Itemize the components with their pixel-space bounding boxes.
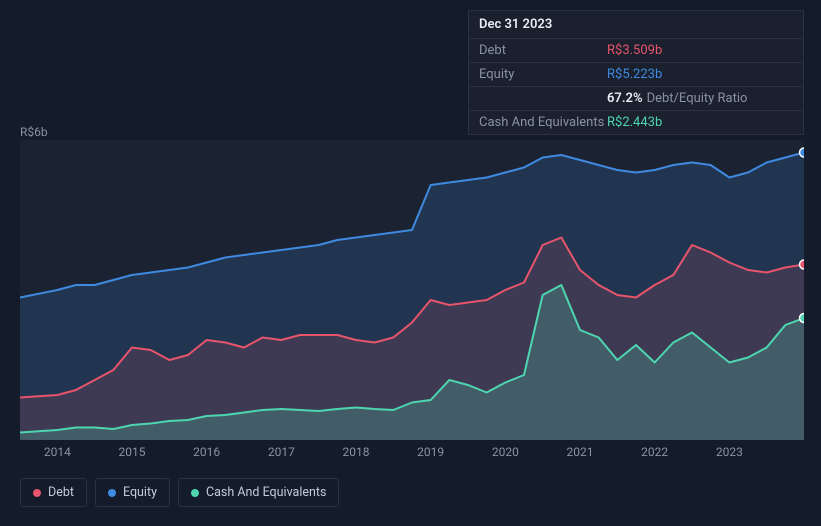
x-axis-label: 2019 [417,445,444,459]
tooltip-value: R$2.443b [607,115,662,130]
tooltip-ratio: 67.2%Debt/Equity Ratio [607,91,747,106]
tooltip-date: Dec 31 2023 [469,11,803,39]
legend-dot [33,489,41,497]
tooltip-row-cash: Cash And Equivalents R$2.443b [469,111,803,134]
tooltip-label: Equity [479,67,607,82]
x-axis-label: 2015 [119,445,146,459]
legend-item-equity[interactable]: Equity [95,478,170,507]
area-chart [20,140,804,440]
y-axis-label: R$6b [20,125,48,139]
tooltip-row-ratio: 67.2%Debt/Equity Ratio [469,87,803,111]
legend-item-cash[interactable]: Cash And Equivalents [178,478,339,507]
x-axis-label: 2020 [492,445,519,459]
x-axis-label: 2017 [268,445,295,459]
legend-label: Equity [123,485,157,500]
tooltip-label: Cash And Equivalents [479,115,607,130]
legend-label: Debt [48,485,74,500]
x-axis-label: 2016 [193,445,220,459]
x-axis-label: 2018 [343,445,370,459]
data-tooltip: Dec 31 2023 Debt R$3.509b Equity R$5.223… [468,10,804,135]
plot-area[interactable] [20,140,804,440]
tooltip-row-equity: Equity R$5.223b [469,63,803,87]
legend-item-debt[interactable]: Debt [20,478,87,507]
tooltip-label: Debt [479,43,607,58]
chart-container: Dec 31 2023 Debt R$3.509b Equity R$5.223… [0,0,821,526]
tooltip-label [479,91,607,106]
x-axis: 2014 2015 2016 2017 2018 2019 2020 2021 2022 2023 [20,445,804,465]
legend: Debt Equity Cash And Equivalents [20,478,339,507]
x-axis-label: 2022 [641,445,668,459]
tooltip-row-debt: Debt R$3.509b [469,39,803,63]
tooltip-value: R$5.223b [607,67,662,82]
x-axis-label: 2021 [567,445,594,459]
legend-label: Cash And Equivalents [206,485,326,500]
legend-dot [191,489,199,497]
x-axis-label: 2023 [716,445,743,459]
tooltip-value: R$3.509b [607,43,662,58]
legend-dot [108,489,116,497]
x-axis-label: 2014 [44,445,71,459]
